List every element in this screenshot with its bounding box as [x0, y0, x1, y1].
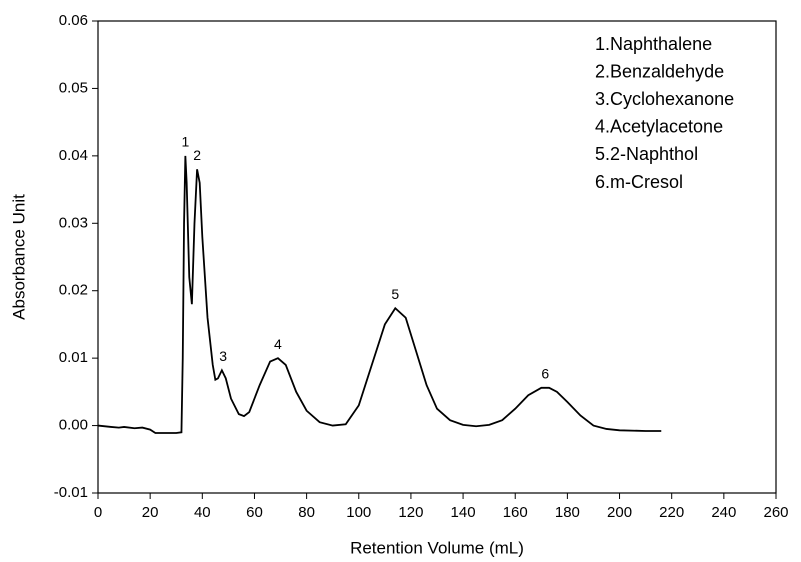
legend-entry: 6.m-Cresol	[595, 172, 683, 192]
x-tick-label: 100	[346, 504, 371, 521]
x-tick-label: 60	[246, 504, 263, 521]
x-tick-label: 260	[763, 504, 788, 521]
x-tick-label: 200	[607, 504, 632, 521]
x-tick-label: 180	[555, 504, 580, 521]
peak-label: 6	[541, 366, 549, 382]
peak-label: 2	[193, 147, 201, 163]
x-tick-label: 40	[194, 504, 211, 521]
peak-label: 5	[391, 286, 399, 302]
peak-label: 3	[219, 348, 227, 364]
x-tick-label: 220	[659, 504, 684, 521]
legend-entry: 3.Cyclohexanone	[595, 89, 734, 109]
x-tick-label: 80	[298, 504, 315, 521]
peak-label: 4	[274, 336, 282, 352]
y-tick-label: 0.06	[59, 12, 88, 29]
y-tick-label: 0.00	[59, 417, 88, 434]
legend-entry: 1.Naphthalene	[595, 34, 712, 54]
x-tick-label: 160	[503, 504, 528, 521]
x-axis-label: Retention Volume (mL)	[350, 538, 524, 557]
y-tick-label: 0.02	[59, 282, 88, 299]
legend-entry: 4.Acetylacetone	[595, 117, 723, 137]
x-tick-label: 140	[451, 504, 476, 521]
y-axis-label: Absorbance Unit	[9, 194, 28, 320]
y-tick-label: 0.01	[59, 349, 88, 366]
x-tick-label: 120	[398, 504, 423, 521]
x-tick-label: 0	[94, 504, 102, 521]
x-tick-label: 20	[142, 504, 159, 521]
peak-label: 1	[181, 134, 189, 150]
x-tick-label: 240	[711, 504, 736, 521]
plot-frame	[97, 20, 777, 494]
line	[97, 155, 662, 434]
legend-entry: 2.Benzaldehyde	[595, 61, 724, 81]
legend-entry: 5.2-Naphthol	[595, 144, 698, 164]
y-tick-label: 0.04	[59, 147, 88, 164]
y-tick-label: -0.01	[54, 484, 88, 501]
y-tick-label: 0.03	[59, 214, 88, 231]
y-tick-label: 0.05	[59, 79, 88, 96]
